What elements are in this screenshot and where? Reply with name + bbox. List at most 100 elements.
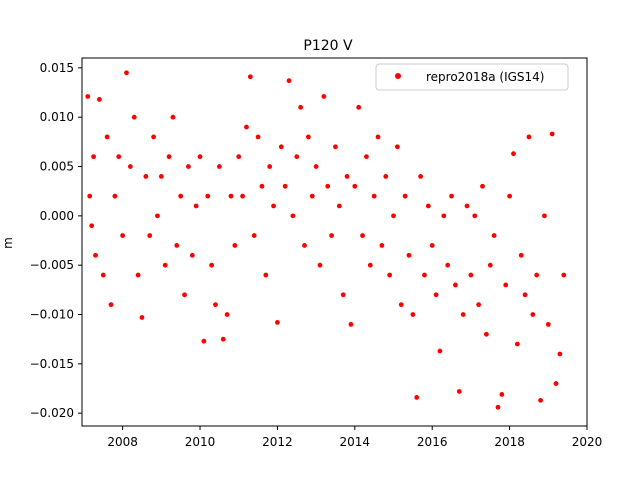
data-point [534, 272, 540, 278]
data-point [348, 321, 354, 327]
data-point [174, 243, 180, 248]
data-point [383, 173, 389, 179]
data-point [244, 124, 249, 130]
x-tick-label: 2010 [185, 435, 216, 449]
data-points [85, 70, 567, 410]
data-point [344, 173, 350, 179]
data-point [356, 104, 362, 110]
data-point [309, 193, 315, 199]
data-point [352, 183, 358, 189]
data-point [460, 312, 466, 317]
data-point [93, 252, 98, 258]
data-point [325, 183, 331, 189]
data-point [456, 389, 462, 394]
data-point [104, 134, 110, 140]
data-point [85, 94, 91, 99]
data-point [526, 134, 532, 140]
data-point [336, 203, 342, 209]
data-point [87, 193, 93, 199]
data-point [108, 302, 114, 308]
legend: repro2018a (IGS14) [375, 63, 569, 91]
data-point [476, 302, 482, 308]
data-point [263, 272, 269, 278]
data-point [228, 193, 234, 199]
data-point [313, 164, 319, 169]
data-point [379, 243, 385, 248]
x-tick-label: 2014 [340, 435, 371, 449]
data-point [445, 262, 451, 268]
data-point [499, 392, 505, 397]
data-point [290, 213, 296, 219]
x-tick-label: 2012 [262, 435, 293, 449]
x-tick-label: 2008 [107, 435, 138, 449]
data-point [97, 97, 102, 102]
data-point [100, 272, 106, 278]
data-point [437, 348, 443, 354]
y-tick-label: 0.000 [40, 209, 74, 223]
data-point [487, 262, 493, 268]
data-point [542, 213, 547, 219]
data-point [522, 292, 528, 298]
data-point [425, 203, 431, 209]
data-point [186, 164, 191, 169]
data-point [162, 262, 168, 268]
data-point [449, 193, 454, 199]
y-axis-label: m [1, 237, 15, 249]
data-point [483, 331, 489, 337]
data-point [127, 164, 133, 169]
data-point [112, 193, 118, 199]
plot-frame [81, 57, 588, 427]
data-point [286, 78, 292, 84]
data-point [464, 203, 470, 209]
data-point [116, 154, 122, 160]
data-point [317, 262, 323, 268]
data-point [236, 154, 242, 160]
x-tick-label: 2020 [572, 435, 603, 449]
data-point [410, 312, 416, 317]
x-tick-label: 2018 [494, 435, 525, 449]
data-point [193, 203, 199, 209]
data-point [220, 336, 226, 342]
data-point [282, 183, 288, 189]
data-point [511, 151, 516, 157]
data-point [139, 315, 145, 320]
x-tick-label: 2016 [417, 435, 448, 449]
data-point [170, 114, 176, 120]
data-point [333, 144, 338, 150]
data-point [329, 233, 334, 238]
data-point [89, 223, 95, 229]
y-tick-label: 0.015 [40, 61, 74, 75]
y-tick-label: −0.010 [30, 308, 74, 322]
data-point [360, 233, 365, 238]
data-point [209, 262, 215, 268]
data-point [201, 338, 207, 344]
data-point [507, 193, 513, 199]
data-point [406, 252, 412, 258]
y-tick-label: 0.005 [40, 160, 74, 174]
data-point [514, 341, 520, 347]
data-point [216, 164, 222, 169]
data-point [557, 351, 563, 357]
data-point [255, 134, 261, 140]
data-point [213, 302, 218, 308]
data-point [480, 183, 485, 189]
data-point [545, 321, 551, 327]
data-point [224, 312, 230, 317]
data-point [305, 134, 311, 140]
data-point [267, 164, 273, 169]
data-point [375, 134, 381, 140]
data-point [530, 312, 536, 317]
data-point [302, 243, 307, 248]
chart-title: P120 V [303, 38, 353, 54]
legend-label: repro2018a (IGS14) [426, 70, 544, 84]
data-point [232, 243, 238, 248]
legend-marker [395, 73, 401, 79]
data-point [247, 74, 253, 80]
data-point [429, 243, 435, 248]
data-point [120, 233, 126, 238]
data-point [131, 114, 137, 120]
data-point [468, 272, 474, 278]
data-point [271, 203, 276, 209]
data-point [251, 233, 257, 238]
data-point [503, 282, 509, 288]
